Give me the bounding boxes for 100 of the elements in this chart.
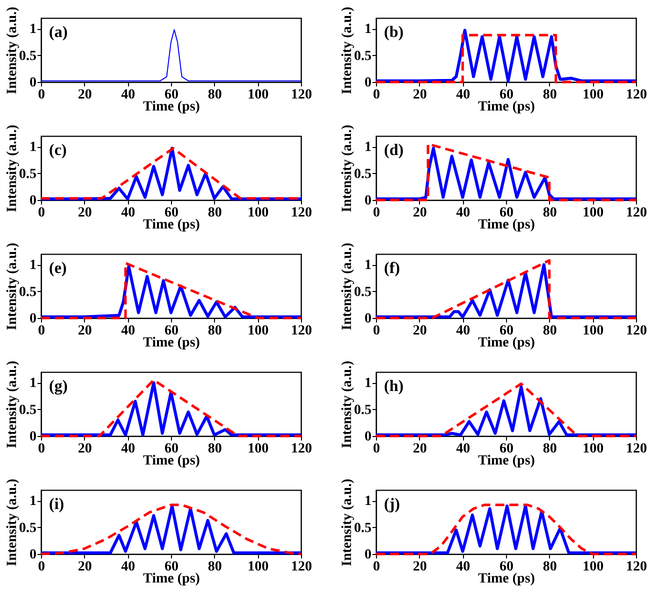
y-axis-title: Intensity (a.u.): [340, 242, 355, 330]
x-tick-label: 100: [248, 560, 269, 574]
y-tick-label: 1: [30, 376, 36, 392]
y-tick-label: 0: [364, 194, 372, 208]
x-tick-label: 20: [412, 206, 427, 220]
x-tick-label: 60: [164, 88, 178, 102]
x-axis-title: Time (ps): [143, 336, 200, 350]
x-tick-label: 60: [500, 442, 514, 456]
y-axis-title: Intensity (a.u.): [5, 242, 20, 330]
x-tick-label: 120: [626, 560, 647, 574]
x-tick-label: 20: [78, 88, 92, 102]
y-axis-title: Intensity (a.u.): [340, 360, 355, 448]
x-tick-label: 20: [412, 560, 427, 574]
x-tick-label: 80: [542, 206, 557, 220]
x-tick-label: 120: [626, 442, 647, 456]
x-axis-title: Time (ps): [143, 218, 200, 232]
x-axis-title: Time (ps): [478, 336, 536, 350]
y-tick-label: 1: [30, 22, 36, 38]
x-tick-label: 40: [121, 206, 136, 220]
y-axis-title: Intensity (a.u.): [340, 124, 355, 212]
x-tick-label: 80: [208, 560, 222, 574]
y-tick-label: 1: [364, 376, 372, 392]
y-axis-title: Intensity (a.u.): [5, 478, 20, 566]
x-tick-label: 60: [164, 324, 178, 338]
y-tick-label: 0.5: [354, 284, 372, 300]
y-tick-label: 0.5: [19, 166, 36, 182]
x-tick-label: 60: [500, 88, 514, 102]
x-axis-title: Time (ps): [478, 572, 536, 586]
y-tick-label: 0.5: [354, 166, 372, 182]
x-tick-label: 60: [164, 442, 178, 456]
x-axis-title: Time (ps): [143, 100, 200, 114]
x-tick-label: 40: [121, 442, 136, 456]
x-tick-label: 60: [164, 206, 178, 220]
x-tick-label: 20: [412, 442, 427, 456]
x-axis-title: Time (ps): [143, 454, 200, 468]
annotation: (f): [384, 260, 400, 277]
x-tick-label: 120: [291, 88, 312, 102]
x-tick-label: 20: [78, 560, 92, 574]
y-tick-label: 0: [30, 430, 36, 444]
x-tick-label: 80: [208, 88, 222, 102]
x-tick-label: 80: [542, 560, 557, 574]
y-tick-label: 0: [364, 548, 372, 562]
y-tick-label: 0.5: [354, 48, 372, 64]
annotation: (a): [49, 24, 68, 41]
y-axis-title: Intensity (a.u.): [5, 360, 20, 448]
x-tick-label: 100: [582, 324, 604, 338]
x-tick-label: 40: [121, 324, 136, 338]
y-tick-label: 1: [30, 258, 36, 274]
y-tick-label: 0: [30, 548, 36, 562]
x-tick-label: 80: [542, 442, 557, 456]
y-axis-title: Intensity (a.u.): [340, 6, 355, 94]
x-tick-label: 120: [291, 206, 312, 220]
x-tick-label: 100: [248, 442, 269, 456]
x-tick-label: 100: [248, 88, 269, 102]
y-tick-label: 0: [30, 76, 36, 90]
x-tick-label: 80: [542, 324, 557, 338]
x-tick-label: 100: [582, 88, 604, 102]
y-axis-title: Intensity (a.u.): [340, 478, 355, 566]
x-tick-label: 40: [121, 560, 136, 574]
annotation: (j): [384, 496, 400, 513]
annotation: (h): [384, 378, 404, 395]
x-tick-label: 100: [582, 206, 604, 220]
y-tick-label: 1: [364, 140, 372, 156]
x-tick-label: 120: [291, 324, 312, 338]
x-tick-label: 60: [500, 324, 514, 338]
annotation: (d): [384, 142, 404, 159]
x-axis-title: Time (ps): [478, 218, 536, 232]
annotation: (e): [49, 260, 67, 277]
x-tick-label: 40: [456, 206, 470, 220]
x-tick-label: 40: [121, 88, 136, 102]
x-tick-label: 60: [500, 206, 514, 220]
x-tick-label: 20: [78, 324, 92, 338]
x-tick-label: 40: [456, 88, 470, 102]
y-tick-label: 1: [30, 140, 36, 156]
x-tick-label: 40: [456, 442, 470, 456]
x-tick-label: 120: [626, 206, 647, 220]
x-axis-title: Time (ps): [143, 572, 200, 586]
x-tick-label: 20: [78, 206, 92, 220]
x-tick-label: 120: [291, 560, 312, 574]
annotation: (c): [49, 142, 67, 159]
x-tick-label: 120: [291, 442, 312, 456]
y-tick-label: 0.5: [19, 520, 36, 536]
x-axis-title: Time (ps): [478, 454, 536, 468]
x-tick-label: 120: [626, 324, 647, 338]
x-tick-label: 100: [582, 442, 604, 456]
x-tick-label: 80: [542, 88, 557, 102]
x-axis-title: Time (ps): [478, 100, 536, 114]
x-tick-label: 60: [500, 560, 514, 574]
y-tick-label: 0: [30, 194, 36, 208]
annotation: (g): [49, 378, 68, 395]
x-tick-label: 40: [456, 560, 470, 574]
x-tick-label: 80: [208, 206, 222, 220]
y-tick-label: 0: [30, 312, 36, 326]
y-tick-label: 1: [364, 494, 372, 510]
x-tick-label: 80: [208, 442, 222, 456]
y-tick-label: 0: [364, 430, 372, 444]
y-tick-label: 1: [364, 258, 372, 274]
x-tick-label: 80: [208, 324, 222, 338]
x-tick-label: 20: [412, 88, 427, 102]
x-tick-label: 40: [456, 324, 470, 338]
